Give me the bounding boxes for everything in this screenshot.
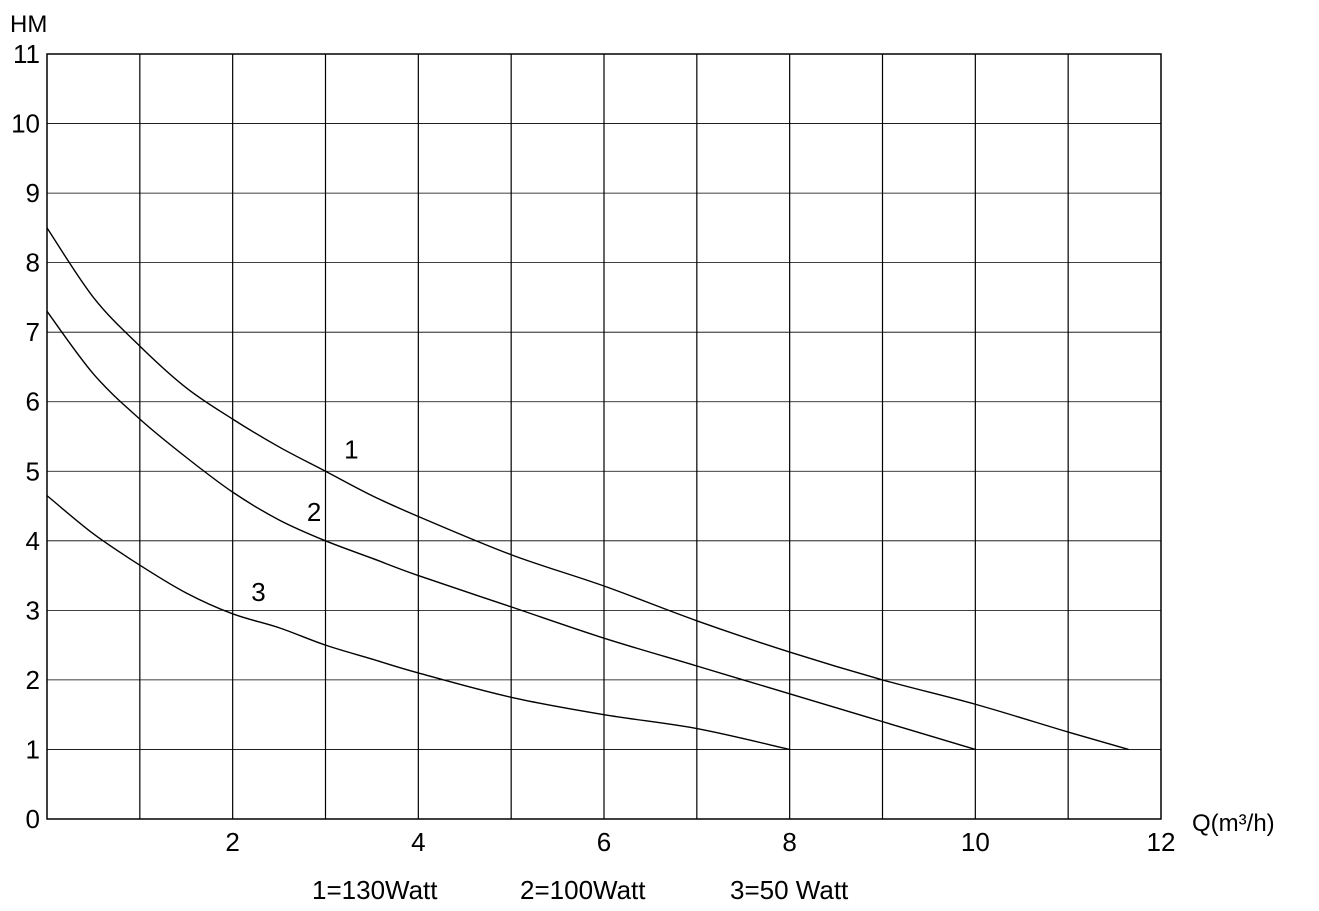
series-1-curve bbox=[46, 227, 1129, 751]
y-tick-label: 4 bbox=[26, 526, 40, 556]
y-tick-label: 5 bbox=[26, 456, 40, 486]
series-2-curve bbox=[46, 310, 976, 751]
curve-labels: 1 2 3 bbox=[251, 434, 358, 607]
curve-label-3: 3 bbox=[251, 577, 265, 607]
y-axis-title: HM bbox=[10, 11, 47, 38]
y-tick-label: 0 bbox=[26, 804, 40, 834]
x-axis-title: Q(m³/h) bbox=[1192, 810, 1275, 837]
x-tick-label: 10 bbox=[961, 827, 990, 857]
y-tick-label: 11 bbox=[13, 39, 40, 69]
y-tick-label: 8 bbox=[26, 248, 40, 278]
y-tick-label: 7 bbox=[26, 317, 40, 347]
y-tick-label: 3 bbox=[26, 595, 40, 625]
legend-item-1: 1=130Watt bbox=[312, 875, 438, 905]
x-tick-label: 2 bbox=[225, 827, 239, 857]
legend-item-3: 3=50 Watt bbox=[730, 875, 849, 905]
plot-frame bbox=[46, 53, 1162, 820]
x-tick-label: 12 bbox=[1147, 827, 1176, 857]
curves bbox=[46, 227, 1129, 751]
y-tick-label: 2 bbox=[26, 665, 40, 695]
x-tick-labels: 2 4 6 8 10 12 bbox=[225, 827, 1175, 857]
legend-item-2: 2=100Watt bbox=[520, 875, 646, 905]
y-tick-label: 9 bbox=[26, 178, 40, 208]
y-tick-labels: 0 1 2 3 4 5 6 7 8 9 10 11 bbox=[11, 39, 40, 834]
grid bbox=[47, 54, 1161, 819]
y-tick-label: 6 bbox=[26, 387, 40, 417]
x-tick-label: 8 bbox=[782, 827, 796, 857]
curve-label-2: 2 bbox=[307, 497, 321, 527]
y-tick-label: 10 bbox=[11, 109, 40, 139]
y-tick-label: 1 bbox=[26, 734, 40, 764]
x-tick-label: 6 bbox=[597, 827, 611, 857]
series-3-curve bbox=[46, 495, 790, 751]
x-tick-label: 4 bbox=[411, 827, 425, 857]
curve-label-1: 1 bbox=[344, 434, 358, 464]
